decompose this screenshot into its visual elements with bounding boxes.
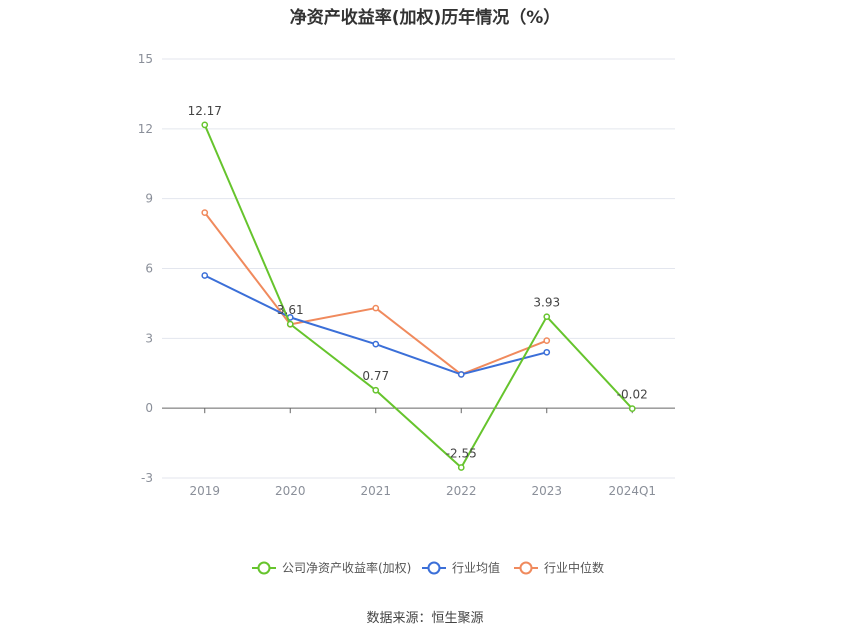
legend-label: 公司净资产收益率(加权) (282, 560, 411, 575)
y-tick-label: 6 (145, 262, 153, 276)
data-point[interactable] (286, 320, 294, 328)
data-point[interactable] (628, 405, 636, 412)
y-tick-label: 3 (145, 331, 153, 345)
legend-label: 行业均值 (452, 560, 500, 575)
series-lines (201, 121, 636, 471)
data-point[interactable] (201, 121, 209, 129)
data-point[interactable] (201, 272, 209, 279)
y-tick-label: -3 (141, 471, 153, 485)
x-tick-label: 2020 (275, 484, 306, 498)
series-line (204, 274, 548, 376)
series-line (203, 212, 548, 376)
y-tick-label: 15 (138, 52, 153, 66)
y-tick-label: 0 (145, 401, 153, 415)
data-point[interactable] (372, 340, 380, 348)
y-tick-label: 12 (138, 122, 153, 136)
source-note: 数据来源：恒生聚源 (366, 611, 484, 626)
data-labels: 12.17 3.61 0.77 -2.55 3.93 -0.02 (188, 104, 648, 461)
y-tick-label: 9 (145, 192, 153, 206)
data-label: -0.02 (617, 388, 648, 402)
axes: -3 0 3 6 9 12 15 2019 2020 2021 2022 2023 2024Q1 (138, 52, 675, 498)
grid-lines (162, 58, 675, 479)
x-tick-label: 2024Q1 (608, 484, 656, 498)
x-tick-label: 2022 (446, 484, 477, 498)
data-point[interactable] (457, 371, 465, 378)
data-point[interactable] (457, 464, 465, 471)
data-label: 3.93 (533, 296, 560, 310)
x-tick-label: 2021 (360, 484, 391, 498)
chart-title: 净资产收益率(加权)历年情况（%） (289, 8, 561, 28)
x-tick-label: 2023 (531, 484, 562, 498)
x-tick-label: 2019 (189, 484, 220, 498)
legend-item[interactable]: 行业中位数 (514, 560, 604, 575)
data-point[interactable] (543, 313, 551, 321)
series-line (203, 124, 633, 469)
data-label: 3.61 (277, 303, 304, 317)
legend-circle-marker (257, 561, 271, 575)
data-point[interactable] (201, 209, 209, 216)
data-label: 0.77 (362, 369, 389, 383)
data-point[interactable] (543, 348, 551, 356)
data-point[interactable] (372, 304, 380, 312)
legend-circle-marker (519, 561, 533, 575)
data-point[interactable] (372, 386, 380, 394)
legend-label: 行业中位数 (544, 560, 604, 575)
data-label: -2.55 (446, 447, 477, 461)
legend-item[interactable]: 公司净资产收益率(加权) (252, 560, 411, 575)
legend-circle-marker (427, 561, 441, 575)
legend-item[interactable]: 行业均值 (422, 560, 500, 575)
legend: 公司净资产收益率(加权) 行业均值 行业中位数 (252, 560, 604, 575)
data-label: 12.17 (188, 104, 222, 118)
data-point[interactable] (543, 337, 551, 345)
